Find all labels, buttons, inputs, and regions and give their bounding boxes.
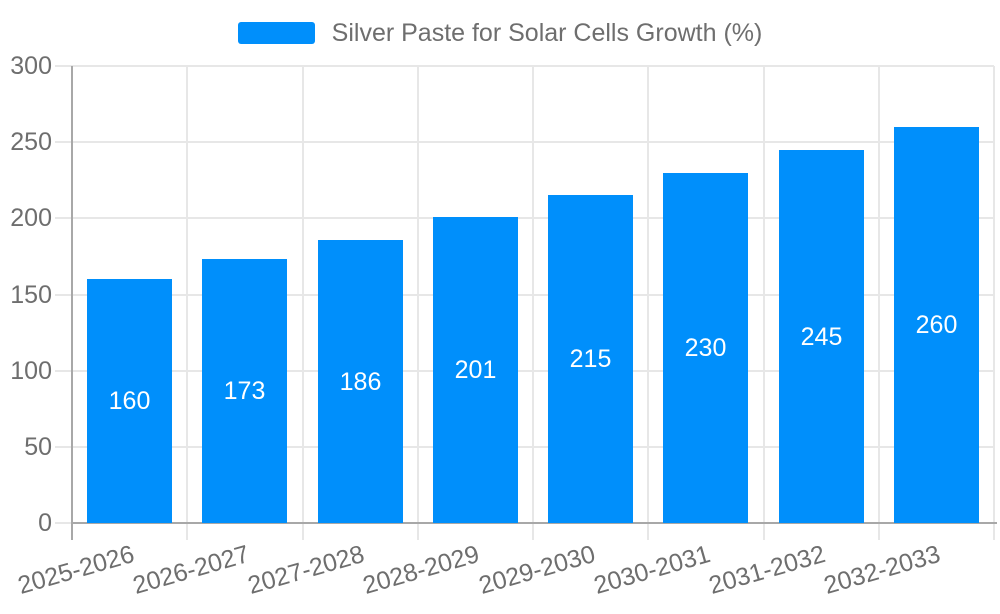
gridline-vertical <box>647 66 649 540</box>
bar-value-label: 245 <box>800 323 843 351</box>
bar-value-label: 173 <box>223 377 266 405</box>
bar[interactable]: 186 <box>318 240 403 523</box>
bar-value-label: 230 <box>684 334 727 362</box>
y-axis-tick-mark <box>55 522 72 524</box>
bar[interactable]: 173 <box>202 259 287 523</box>
y-axis-tick-label: 0 <box>38 509 52 537</box>
gridline-horizontal <box>55 294 994 296</box>
bar-chart: Silver Paste for Solar Cells Growth (%) … <box>0 19 1000 600</box>
bar[interactable]: 160 <box>87 279 172 523</box>
gridline-vertical <box>763 66 765 540</box>
gridline-horizontal <box>55 370 994 372</box>
gridline-vertical <box>417 66 419 540</box>
bar-value-label: 186 <box>339 368 382 396</box>
y-axis-tick-label: 300 <box>10 52 52 80</box>
bar[interactable]: 245 <box>779 150 864 523</box>
bar-value-label: 260 <box>915 311 958 339</box>
y-axis-tick-label: 100 <box>10 357 52 385</box>
gridline-horizontal <box>55 65 994 67</box>
gridline-horizontal <box>55 141 994 143</box>
gridline-vertical <box>186 66 188 540</box>
bar[interactable]: 201 <box>433 217 518 523</box>
gridline-horizontal <box>55 446 994 448</box>
gridline-vertical <box>302 66 304 540</box>
x-axis-line <box>72 522 997 524</box>
legend-swatch-icon <box>237 22 315 44</box>
bar-value-label: 201 <box>454 356 497 384</box>
y-axis-tick-label: 200 <box>10 204 52 232</box>
y-axis-tick-label: 250 <box>10 128 52 156</box>
y-axis-line <box>71 66 73 540</box>
y-axis-tick-label: 50 <box>24 433 52 461</box>
bar[interactable]: 215 <box>548 195 633 523</box>
bar[interactable]: 260 <box>894 127 979 523</box>
gridline-vertical <box>993 66 995 540</box>
legend[interactable]: Silver Paste for Solar Cells Growth (%) <box>0 19 1000 47</box>
bar-value-label: 215 <box>569 345 612 373</box>
legend-label: Silver Paste for Solar Cells Growth (%) <box>331 19 763 47</box>
gridline-vertical <box>878 66 880 540</box>
gridline-vertical <box>532 66 534 540</box>
bar[interactable]: 230 <box>663 173 748 523</box>
bar-value-label: 160 <box>108 387 151 415</box>
gridline-horizontal <box>55 217 994 219</box>
y-axis-tick-label: 150 <box>10 281 52 309</box>
